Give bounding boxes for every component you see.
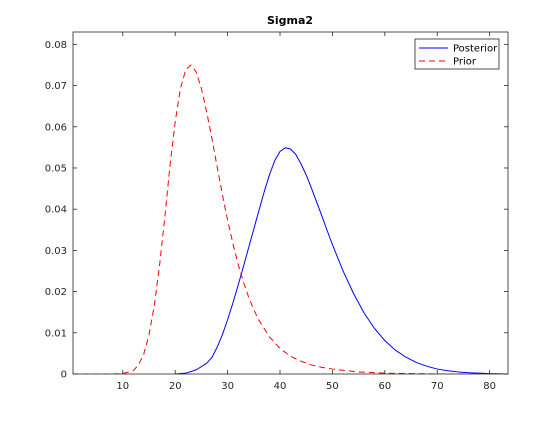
y-tick-label: 0.01 — [45, 328, 67, 339]
y-tick-label: 0.02 — [45, 287, 67, 298]
x-tick-label: 70 — [431, 381, 444, 392]
x-tick-label: 50 — [326, 381, 339, 392]
x-tick-label: 80 — [483, 381, 496, 392]
x-tick-label: 10 — [116, 381, 129, 392]
series-line-posterior — [175, 147, 508, 374]
chart-title: Sigma2 — [267, 14, 313, 27]
x-tick-label: 40 — [274, 381, 287, 392]
x-tick-label: 20 — [169, 381, 182, 392]
y-tick-label: 0 — [61, 370, 67, 381]
plot-area — [73, 32, 508, 374]
x-tick-label: 30 — [221, 381, 234, 392]
axes-box — [72, 31, 509, 375]
y-tick-label: 0.07 — [45, 81, 67, 92]
y-tick-label: 0.05 — [45, 163, 67, 174]
y-tick-label: 0.06 — [45, 122, 67, 133]
y-tick-label: 0.03 — [45, 246, 67, 257]
legend-label-posterior: Posterior — [453, 44, 498, 55]
legend-label-prior: Prior — [453, 57, 477, 68]
x-tick-label: 60 — [378, 381, 391, 392]
y-tick-label: 0.08 — [45, 40, 67, 51]
y-tick-label: 0.04 — [45, 205, 67, 216]
legend-box — [414, 38, 500, 70]
